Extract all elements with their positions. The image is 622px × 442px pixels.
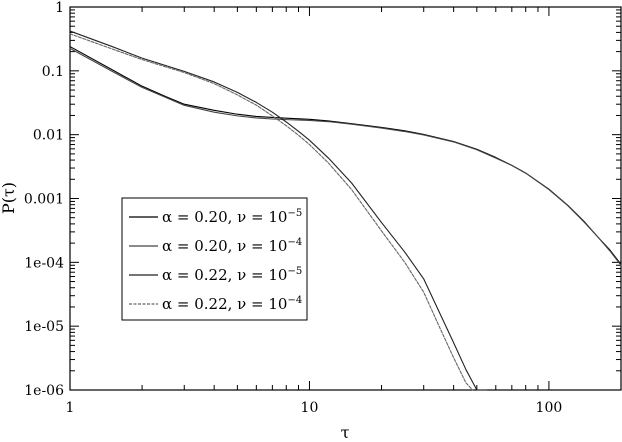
legend-label-main: α = 0.22, ν = 10 [162,266,287,284]
legend-label: α = 0.22, ν = 10−5 [162,266,302,284]
x-axis-label: τ [341,423,350,442]
y-tick-label: 1e-06 [24,383,64,399]
y-tick-label: 1 [55,0,64,16]
legend-label: α = 0.20, ν = 10−4 [162,237,302,255]
legend-label-main: α = 0.20, ν = 10 [162,208,287,226]
y-tick-label: 1e-04 [24,255,64,271]
legend-label: α = 0.22, ν = 10−4 [162,295,302,313]
legend-label-exponent: −5 [287,266,302,277]
x-tick-label: 1 [66,400,75,416]
legend-label-exponent: −5 [287,208,302,219]
axis-tick-labels: 1 10 100 1 0.1 0.01 0.001 1e-04 1e-05 1e-06 [24,0,562,416]
series-line-2 [69,47,622,266]
y-tick-label: 0.1 [42,64,64,80]
x-tick-label: 100 [536,400,563,416]
x-tick-label: 10 [301,400,319,416]
legend-box [121,197,308,321]
legend-label-main: α = 0.22, ν = 10 [162,295,287,313]
legend-label: α = 0.20, ν = 10−5 [162,208,302,226]
series-group [69,30,622,391]
legend: α = 0.20, ν = 10−5α = 0.20, ν = 10−4α = … [121,197,308,321]
series-line-3 [69,30,488,391]
legend-entries: α = 0.20, ν = 10−5α = 0.20, ν = 10−4α = … [129,208,302,313]
y-axis-label: P(τ) [0,182,18,214]
y-tick-label: 1e-05 [24,319,64,335]
legend-label-exponent: −4 [287,237,302,248]
legend-label-exponent: −4 [287,295,302,306]
y-tick-label: 0.01 [33,128,64,144]
legend-label-main: α = 0.20, ν = 10 [162,237,287,255]
y-tick-label: 0.001 [24,192,64,208]
series-line-4 [69,33,474,391]
